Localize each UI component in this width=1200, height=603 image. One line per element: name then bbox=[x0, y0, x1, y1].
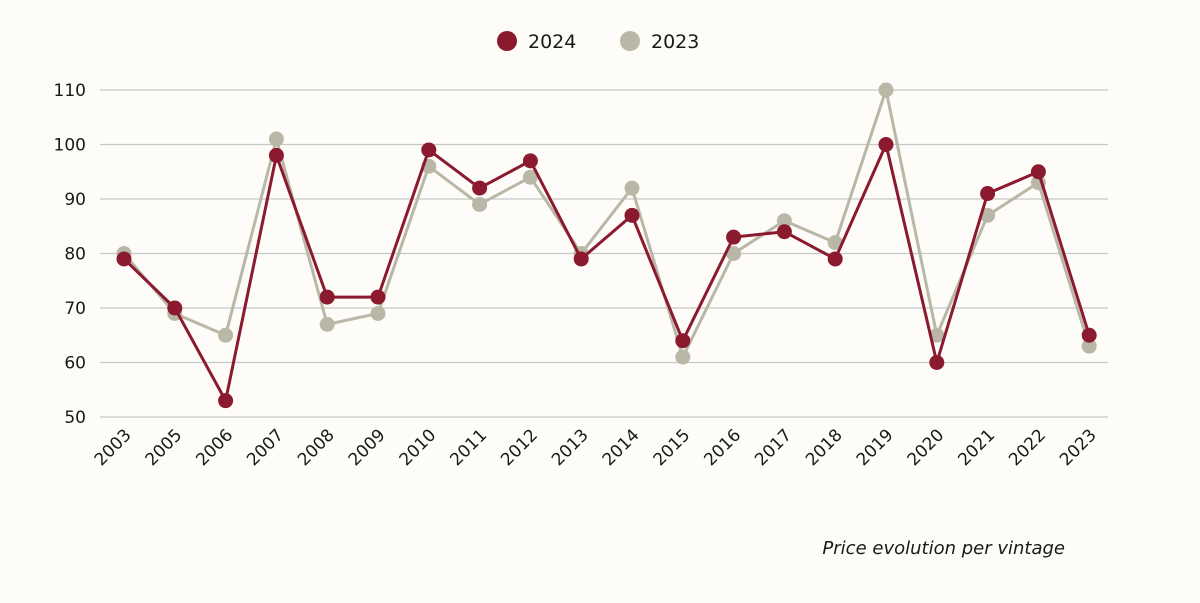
data-point-2023 bbox=[522, 169, 538, 185]
data-point-2023 bbox=[675, 349, 691, 365]
data-point-2024 bbox=[675, 333, 691, 349]
data-point-2024 bbox=[980, 186, 996, 202]
y-tick-label: 70 bbox=[64, 299, 86, 319]
x-tick-label: 2003 bbox=[91, 425, 136, 470]
legend-marker-2024 bbox=[497, 31, 517, 51]
data-point-2024 bbox=[472, 180, 488, 196]
x-tick-label: 2018 bbox=[802, 425, 847, 470]
x-tick-label: 2023 bbox=[1056, 425, 1101, 470]
y-tick-label: 100 bbox=[54, 136, 86, 156]
x-tick-label: 2022 bbox=[1005, 425, 1050, 470]
data-point-2024 bbox=[726, 229, 742, 245]
y-tick-label: 60 bbox=[64, 354, 86, 374]
data-point-2024 bbox=[319, 289, 335, 305]
x-tick-label: 2009 bbox=[345, 425, 390, 470]
legend-label: 2024 bbox=[528, 31, 576, 53]
data-point-2024 bbox=[268, 147, 284, 163]
data-point-2024 bbox=[1030, 164, 1046, 180]
y-tick-label: 80 bbox=[64, 245, 86, 265]
data-point-2024 bbox=[116, 251, 132, 267]
data-point-2023 bbox=[319, 316, 335, 332]
data-point-2023 bbox=[726, 246, 742, 261]
y-tick-label: 110 bbox=[54, 81, 86, 101]
data-point-2023 bbox=[472, 196, 488, 212]
data-point-2023 bbox=[980, 207, 996, 223]
data-point-2023 bbox=[878, 82, 894, 98]
data-point-2024 bbox=[167, 300, 183, 316]
legend-label: 2023 bbox=[651, 31, 699, 53]
data-point-2023 bbox=[218, 327, 234, 343]
x-tick-label: 2007 bbox=[243, 425, 288, 470]
chart-caption: Price evolution per vintage bbox=[822, 538, 1065, 559]
data-point-2024 bbox=[827, 251, 843, 267]
data-point-2024 bbox=[776, 224, 792, 240]
x-tick-label: 2005 bbox=[142, 425, 187, 470]
x-tick-label: 2010 bbox=[396, 425, 441, 470]
y-tick-label: 50 bbox=[64, 408, 86, 428]
data-point-2024 bbox=[929, 355, 945, 370]
data-point-2023 bbox=[624, 180, 640, 196]
data-point-2023 bbox=[827, 235, 843, 251]
data-point-2023 bbox=[929, 327, 945, 343]
x-tick-label: 2014 bbox=[599, 425, 644, 470]
data-point-2023 bbox=[370, 305, 386, 321]
data-point-2024 bbox=[1081, 327, 1097, 343]
data-point-2023 bbox=[1081, 338, 1097, 354]
legend-marker-2023 bbox=[620, 31, 640, 51]
x-tick-label: 2019 bbox=[853, 425, 898, 470]
x-tick-label: 2006 bbox=[192, 425, 237, 470]
x-tick-label: 2012 bbox=[497, 425, 542, 470]
data-point-2024 bbox=[522, 153, 538, 169]
data-point-2024 bbox=[624, 207, 640, 223]
data-point-2024 bbox=[421, 142, 437, 158]
y-tick-label: 90 bbox=[64, 190, 86, 210]
x-tick-label: 2020 bbox=[904, 425, 949, 470]
data-point-2024 bbox=[370, 289, 386, 305]
series-line-2023 bbox=[122, 88, 1091, 359]
data-point-2023 bbox=[268, 131, 284, 147]
data-point-2024 bbox=[573, 251, 589, 267]
x-tick-label: 2013 bbox=[548, 425, 593, 470]
series-line-2024 bbox=[122, 143, 1091, 403]
x-tick-label: 2017 bbox=[751, 425, 796, 470]
x-tick-label: 2021 bbox=[954, 425, 999, 470]
data-point-2023 bbox=[776, 213, 792, 229]
x-tick-label: 2015 bbox=[650, 425, 695, 470]
x-tick-label: 2011 bbox=[446, 425, 491, 470]
x-tick-label: 2008 bbox=[294, 425, 339, 470]
data-point-2024 bbox=[218, 393, 234, 409]
x-tick-label: 2016 bbox=[700, 425, 745, 470]
data-point-2024 bbox=[878, 137, 894, 152]
